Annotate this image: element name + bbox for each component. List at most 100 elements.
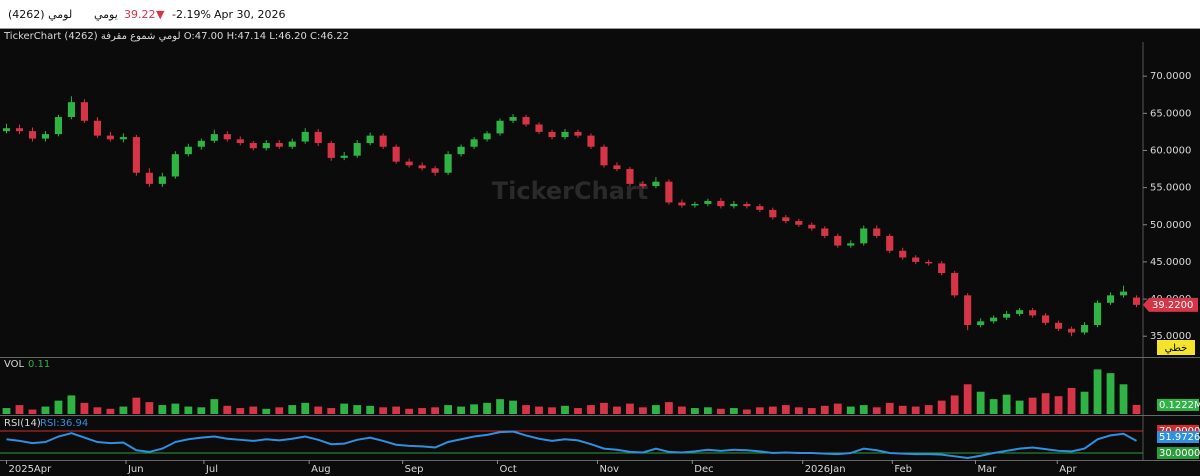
candle-body xyxy=(210,134,218,141)
rsi-tag xyxy=(1157,431,1199,443)
candle-body xyxy=(886,235,894,251)
volume-bar xyxy=(496,399,504,414)
volume-bar xyxy=(820,405,829,414)
candle-body xyxy=(834,235,842,246)
rsi-level-tag xyxy=(1157,447,1199,460)
candle-body xyxy=(171,154,179,177)
candle-body xyxy=(548,131,556,138)
candle-body xyxy=(405,161,413,166)
candle-body xyxy=(626,169,634,184)
candle-body xyxy=(470,139,478,147)
candle-body xyxy=(249,143,257,149)
candle-body xyxy=(158,176,166,184)
candle-body xyxy=(15,128,24,132)
candle-body xyxy=(379,135,387,147)
volume-bar xyxy=(15,405,24,414)
candle-body xyxy=(769,209,777,218)
chart: TickerChart (4262) لومي شموع مقرفة O:47.… xyxy=(0,29,1200,476)
candle-body xyxy=(665,181,673,203)
background xyxy=(0,29,1200,476)
volume-bar xyxy=(652,405,660,414)
volume-bar xyxy=(690,408,699,414)
vol-legend: 0.11 xyxy=(28,359,50,370)
arrow: ▼ xyxy=(156,8,165,21)
candle-body xyxy=(41,134,50,139)
candle-body xyxy=(860,228,868,244)
candle-body xyxy=(288,141,296,147)
candle-body xyxy=(483,133,491,140)
y-tick-label: 35.0000 xyxy=(1150,331,1191,342)
volume-bar xyxy=(574,408,582,414)
candle-body xyxy=(1093,302,1102,326)
candle-body xyxy=(782,217,790,222)
volume-bar xyxy=(1028,397,1037,414)
volume-bar xyxy=(729,408,738,414)
candle-body xyxy=(600,146,608,166)
volume-bar xyxy=(548,407,556,414)
volume-bar xyxy=(755,407,764,414)
volume-bar xyxy=(1002,394,1011,414)
volume-bar xyxy=(678,406,686,414)
x-tick-label: Sep xyxy=(405,464,424,475)
volume-bar xyxy=(301,402,310,414)
candle-body xyxy=(327,143,335,158)
volume-bar xyxy=(522,405,530,414)
candle-body xyxy=(431,168,439,173)
volume-bar xyxy=(262,408,271,414)
watermark: TickerChart xyxy=(492,177,648,205)
volume-bar xyxy=(80,402,89,414)
candle-body xyxy=(509,117,517,121)
rsi-level-label: 30.0000 xyxy=(1159,448,1200,459)
y-tick-label: 45.0000 xyxy=(1150,257,1191,268)
volume-bar xyxy=(314,406,323,414)
volume-bar xyxy=(613,406,621,414)
volume-bar xyxy=(223,405,232,414)
volume-bar xyxy=(28,409,37,414)
x-tick-label: Jun xyxy=(127,464,144,475)
candle-body xyxy=(1042,315,1050,323)
volume-bar xyxy=(457,406,465,414)
volume-bar xyxy=(535,406,543,414)
candle-body xyxy=(236,139,244,144)
candle-body xyxy=(756,206,764,210)
rsi-tag-label: 51.9726 xyxy=(1159,432,1200,443)
volume-bar xyxy=(288,405,297,414)
candle-body xyxy=(301,131,309,142)
volume-bar xyxy=(249,406,258,414)
volume-bar xyxy=(872,407,881,414)
volume-bar xyxy=(1106,373,1115,414)
volume-bar xyxy=(67,395,76,414)
candle-body xyxy=(717,200,725,207)
volume-bar xyxy=(392,406,401,414)
candle-body xyxy=(535,124,543,132)
volume-bar xyxy=(859,405,868,414)
volume-bar xyxy=(665,402,673,414)
candle-body xyxy=(1080,325,1089,333)
price: 39.22 xyxy=(124,8,156,21)
candle-body xyxy=(2,128,11,132)
top-bar: لومي (4262) يومي 39.22 ▼ -2.19% Apr 30, … xyxy=(0,0,1200,29)
candle-body xyxy=(340,155,348,158)
volume-bar xyxy=(1080,391,1089,414)
candle-body xyxy=(912,257,920,262)
candle-body xyxy=(1067,328,1076,333)
volume-tag xyxy=(1157,398,1199,411)
volume-bar xyxy=(768,406,777,414)
volume-bar xyxy=(950,395,959,414)
candle-body xyxy=(54,117,63,135)
y-tick-label: 55.0000 xyxy=(1150,183,1191,194)
change: -2.19% xyxy=(172,8,211,21)
candle-body xyxy=(444,154,452,173)
y-tick-label: 65.0000 xyxy=(1150,108,1191,119)
chart-info: TickerChart (4262) لومي شموع مقرفة O:47.… xyxy=(3,31,349,42)
volume-bar xyxy=(898,405,907,414)
volume-bar xyxy=(742,409,751,414)
x-tick-label: Nov xyxy=(599,464,619,475)
x-tick-label: Apr xyxy=(1059,464,1077,475)
candle-body xyxy=(80,102,88,121)
candle-body xyxy=(652,181,660,187)
volume-bar xyxy=(509,400,517,414)
candle-body xyxy=(795,221,803,225)
volume-bar xyxy=(600,402,608,414)
volume-bar xyxy=(911,406,920,414)
